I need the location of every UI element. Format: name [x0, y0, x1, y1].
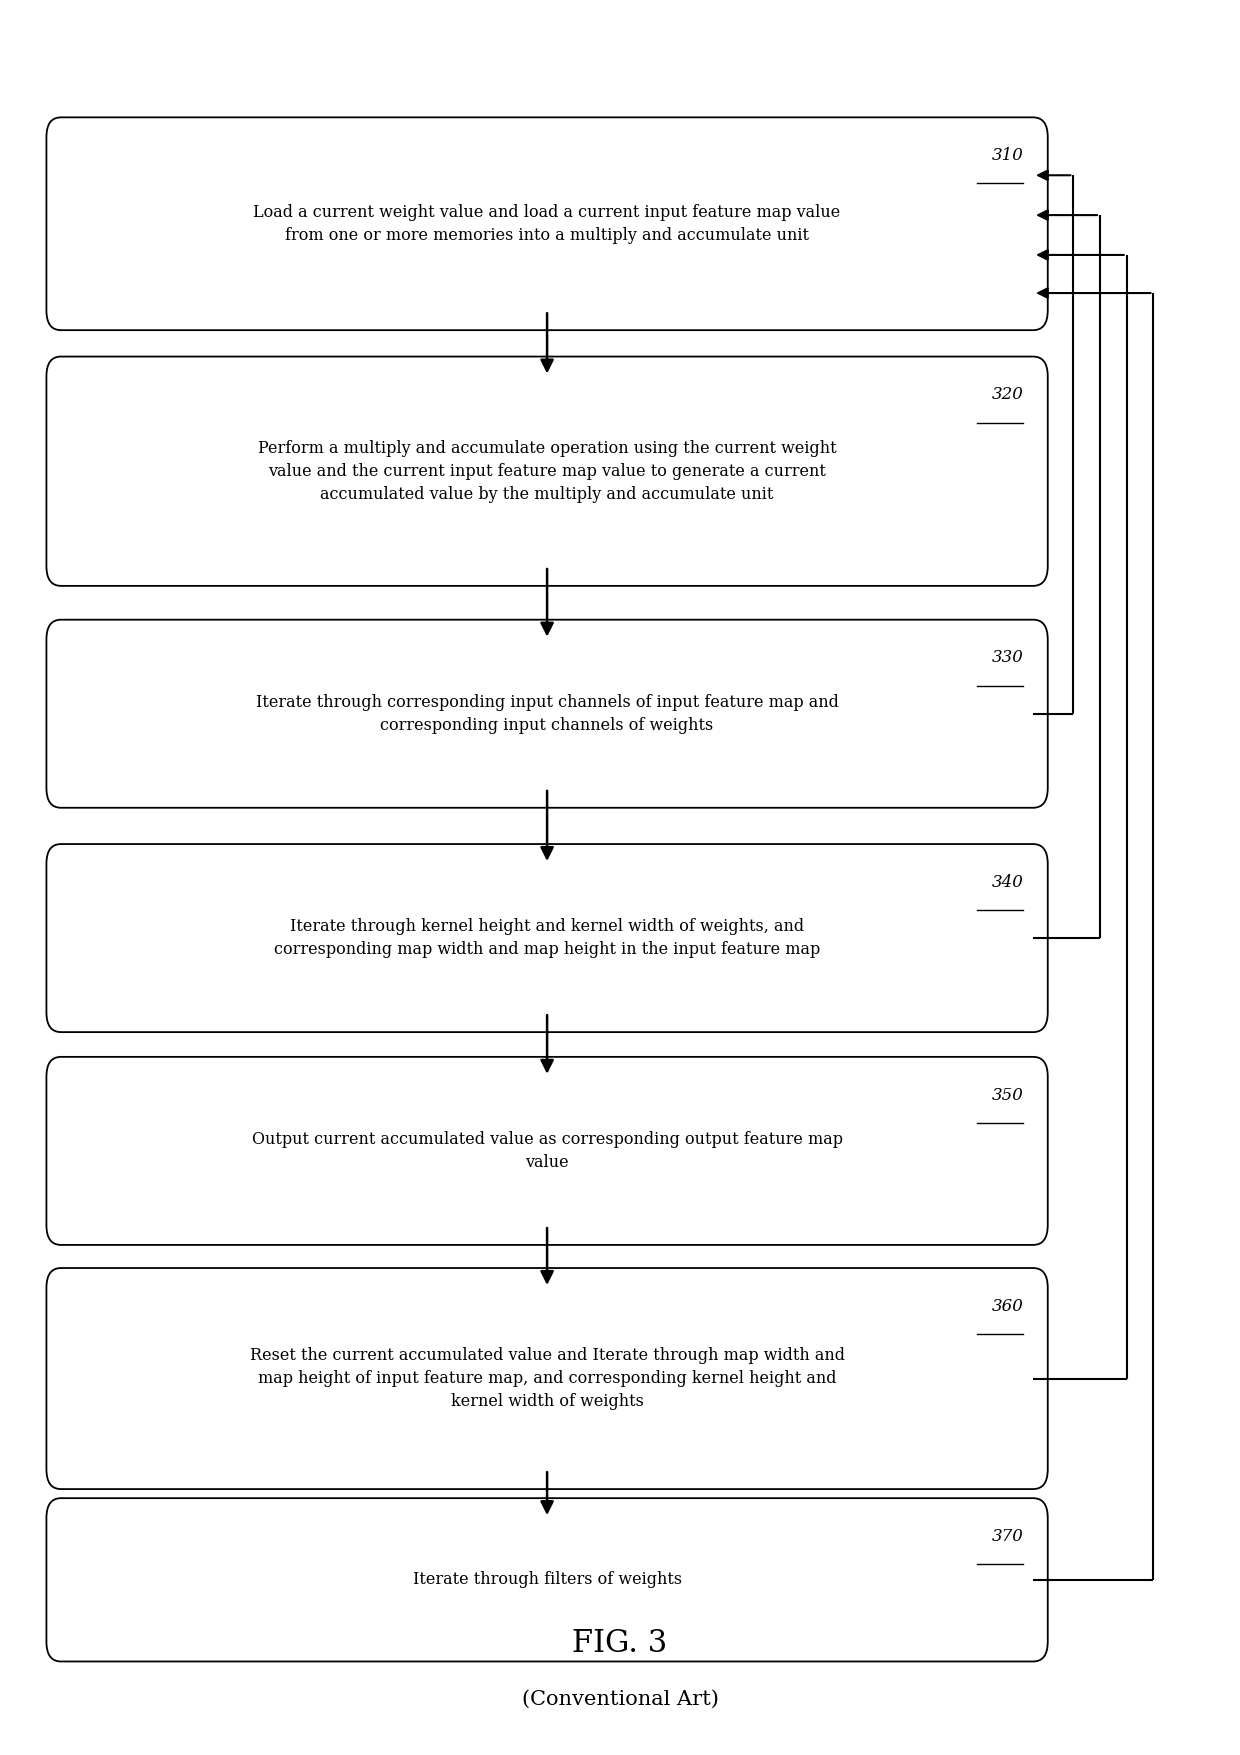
FancyBboxPatch shape	[46, 1499, 1048, 1662]
FancyBboxPatch shape	[46, 356, 1048, 586]
FancyBboxPatch shape	[46, 1269, 1048, 1488]
FancyBboxPatch shape	[46, 1057, 1048, 1244]
FancyBboxPatch shape	[46, 844, 1048, 1032]
FancyBboxPatch shape	[46, 118, 1048, 330]
Text: 370: 370	[992, 1529, 1023, 1544]
Text: 360: 360	[992, 1297, 1023, 1314]
Text: FIG. 3: FIG. 3	[573, 1629, 667, 1658]
Text: Reset the current accumulated value and Iterate through map width and
map height: Reset the current accumulated value and …	[249, 1348, 844, 1409]
Text: Load a current weight value and load a current input feature map value
from one : Load a current weight value and load a c…	[253, 204, 841, 244]
Text: 340: 340	[992, 874, 1023, 892]
Text: Perform a multiply and accumulate operation using the current weight
value and t: Perform a multiply and accumulate operat…	[258, 441, 837, 502]
Text: 330: 330	[992, 649, 1023, 667]
Text: Iterate through kernel height and kernel width of weights, and
corresponding map: Iterate through kernel height and kernel…	[274, 918, 820, 958]
Text: 310: 310	[992, 147, 1023, 163]
Text: (Conventional Art): (Conventional Art)	[522, 1690, 718, 1708]
Text: 350: 350	[992, 1086, 1023, 1104]
Text: Output current accumulated value as corresponding output feature map
value: Output current accumulated value as corr…	[252, 1130, 843, 1171]
Text: 320: 320	[992, 386, 1023, 404]
Text: Iterate through corresponding input channels of input feature map and
correspond: Iterate through corresponding input chan…	[255, 693, 838, 734]
FancyBboxPatch shape	[46, 620, 1048, 807]
Text: Iterate through filters of weights: Iterate through filters of weights	[413, 1571, 682, 1588]
